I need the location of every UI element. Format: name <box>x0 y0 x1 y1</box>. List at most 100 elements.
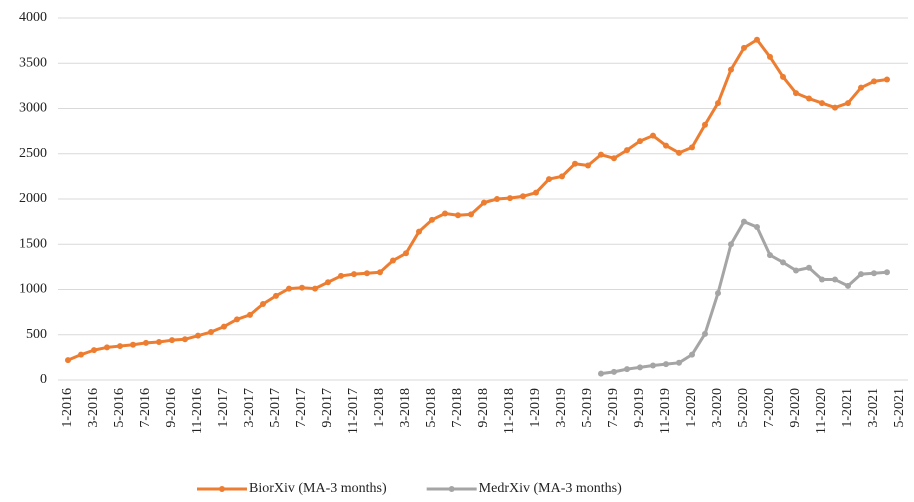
point <box>585 162 591 169</box>
point <box>546 176 552 183</box>
point <box>741 218 747 225</box>
point <box>260 300 266 307</box>
point <box>533 189 539 196</box>
point <box>481 199 487 206</box>
point <box>741 44 747 51</box>
x-tick-label: 1-2016 <box>60 388 75 428</box>
point <box>507 195 513 202</box>
point <box>650 362 656 369</box>
point <box>403 250 409 257</box>
point <box>117 343 123 350</box>
y-tick-label: 1000 <box>19 282 47 297</box>
point <box>520 193 526 200</box>
point <box>442 210 448 217</box>
point <box>780 73 786 80</box>
x-tick-label: 3-2020 <box>710 388 725 428</box>
point <box>234 316 240 323</box>
point <box>273 292 279 299</box>
point <box>286 285 292 292</box>
point <box>377 269 383 276</box>
x-tick-label: 9-2020 <box>788 388 803 428</box>
point <box>611 368 617 375</box>
point <box>663 361 669 368</box>
y-tick-label: 2500 <box>19 146 47 161</box>
y-tick-label: 3000 <box>19 101 47 116</box>
point <box>156 338 162 345</box>
x-tick-label: 3-2016 <box>86 388 101 428</box>
point <box>754 224 760 231</box>
point <box>104 344 110 351</box>
point <box>767 252 773 259</box>
x-tick-label: 11-2020 <box>814 388 829 434</box>
point <box>806 95 812 102</box>
point <box>78 351 84 358</box>
point <box>845 282 851 289</box>
point <box>728 66 734 73</box>
point <box>221 323 227 330</box>
legend-marker <box>219 486 225 492</box>
point <box>884 269 890 276</box>
legend-marker <box>448 486 455 492</box>
point <box>325 279 331 286</box>
x-tick-label: 11-2018 <box>502 388 517 434</box>
x-tick-label: 3-2019 <box>554 388 569 428</box>
point <box>793 267 799 274</box>
point <box>689 144 695 151</box>
series-line <box>67 38 888 362</box>
point <box>793 90 799 97</box>
point <box>767 53 773 60</box>
point <box>702 330 708 337</box>
point <box>143 339 149 346</box>
y-tick-label: 4000 <box>19 10 47 25</box>
point <box>494 196 500 202</box>
x-tick-label: 7-2018 <box>450 388 465 428</box>
point <box>637 138 643 145</box>
x-tick-label: 9-2019 <box>632 388 647 428</box>
point <box>871 270 877 277</box>
point <box>169 337 175 344</box>
point <box>715 290 721 297</box>
point <box>884 76 890 83</box>
x-tick-label: 7-2016 <box>138 388 153 428</box>
point <box>598 370 604 377</box>
x-tick-label: 9-2018 <box>476 388 491 428</box>
point <box>845 100 851 107</box>
x-tick-label: 11-2019 <box>658 388 673 434</box>
legend-label: MedrXiv (MA-3 months) <box>479 481 622 496</box>
point <box>468 211 474 218</box>
point <box>780 259 786 266</box>
y-tick-label: 500 <box>26 327 47 342</box>
point <box>663 142 669 149</box>
point <box>195 332 201 339</box>
point <box>832 276 838 283</box>
point <box>871 78 877 85</box>
point <box>676 359 682 366</box>
legend-label: BiorXiv (MA-3 months) <box>249 481 387 496</box>
point <box>624 366 630 373</box>
x-tick-label: 1-2019 <box>528 388 543 428</box>
x-tick-label: 5-2018 <box>424 388 439 428</box>
x-tick-label: 5-2021 <box>892 388 907 428</box>
point <box>429 216 435 223</box>
point <box>65 357 71 364</box>
point <box>208 329 214 336</box>
x-tick-label: 5-2019 <box>580 388 595 428</box>
point <box>312 285 318 292</box>
point <box>676 149 682 156</box>
x-tick-label: 1-2020 <box>684 388 699 428</box>
y-tick-label: 2000 <box>19 191 47 206</box>
point <box>390 257 396 264</box>
point <box>611 155 617 162</box>
point <box>247 311 253 318</box>
point <box>572 160 578 167</box>
point <box>598 151 604 158</box>
point <box>559 173 565 180</box>
point <box>858 84 864 91</box>
x-tick-label: 7-2019 <box>606 388 621 428</box>
point <box>806 264 812 271</box>
x-tick-label: 3-2021 <box>866 388 881 428</box>
x-tick-label: 5-2016 <box>112 388 127 428</box>
point <box>819 276 825 283</box>
point <box>455 212 461 219</box>
